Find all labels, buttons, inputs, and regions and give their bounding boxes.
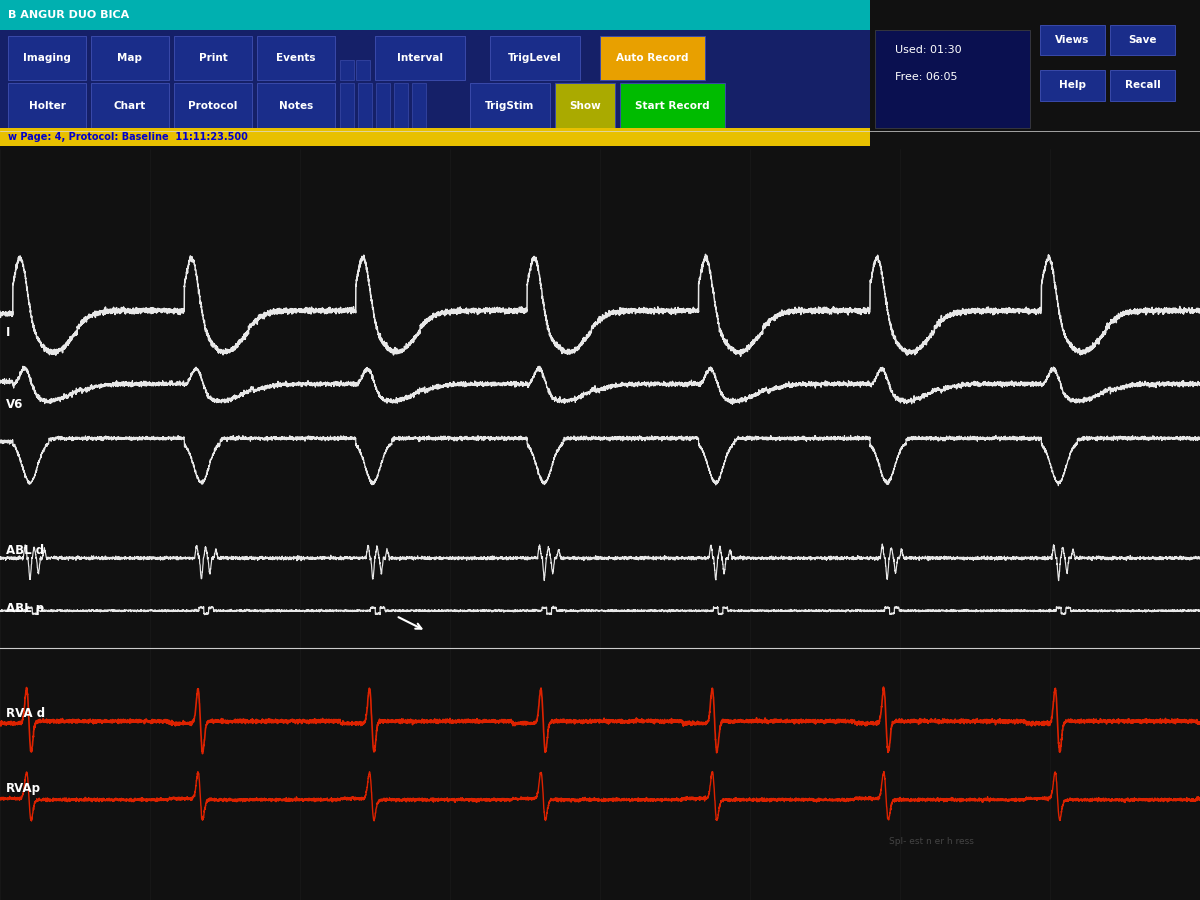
Bar bbox=[470, 84, 550, 128]
Text: Spl- est n er h ress: Spl- est n er h ress bbox=[889, 837, 974, 846]
Bar bbox=[257, 84, 335, 128]
Bar bbox=[8, 36, 86, 80]
Bar bbox=[0, 31, 870, 130]
Bar bbox=[1110, 25, 1175, 55]
Text: Show: Show bbox=[569, 101, 601, 111]
Bar bbox=[340, 60, 354, 80]
Text: Holter: Holter bbox=[29, 101, 66, 111]
Text: Save: Save bbox=[1128, 35, 1157, 45]
Text: Recall: Recall bbox=[1124, 80, 1160, 91]
Bar bbox=[376, 84, 390, 128]
Text: Notes: Notes bbox=[278, 101, 313, 111]
Text: V6: V6 bbox=[6, 398, 23, 410]
Bar bbox=[257, 36, 335, 80]
Bar bbox=[600, 36, 706, 80]
Text: RVAp: RVAp bbox=[6, 782, 41, 796]
Bar bbox=[374, 36, 466, 80]
Bar bbox=[91, 84, 169, 128]
Bar bbox=[91, 36, 169, 80]
Text: RVA d: RVA d bbox=[6, 707, 46, 720]
Text: Used: 01:30: Used: 01:30 bbox=[895, 45, 961, 55]
Bar bbox=[358, 84, 372, 128]
Text: Free: 06:05: Free: 06:05 bbox=[895, 72, 958, 83]
Text: TrigLevel: TrigLevel bbox=[508, 53, 562, 63]
Bar bbox=[412, 84, 426, 128]
Bar bbox=[356, 60, 370, 80]
Bar bbox=[875, 31, 1030, 128]
Text: Events: Events bbox=[276, 53, 316, 63]
Text: Print: Print bbox=[199, 53, 227, 63]
Bar bbox=[490, 36, 580, 80]
Bar bbox=[0, 128, 870, 146]
Text: Start Record: Start Record bbox=[635, 101, 710, 111]
Text: B ANGUR DUO BICA: B ANGUR DUO BICA bbox=[8, 10, 130, 20]
Text: Map: Map bbox=[118, 53, 143, 63]
Bar bbox=[340, 84, 354, 128]
Bar bbox=[1040, 70, 1105, 101]
Text: Protocol: Protocol bbox=[188, 101, 238, 111]
Bar bbox=[620, 84, 725, 128]
Text: Views: Views bbox=[1055, 35, 1090, 45]
Text: w Page: 4, Protocol: Baseline  11:11:23.500: w Page: 4, Protocol: Baseline 11:11:23.5… bbox=[8, 131, 248, 142]
Bar bbox=[8, 84, 86, 128]
Bar bbox=[174, 84, 252, 128]
Text: Help: Help bbox=[1060, 80, 1086, 91]
Text: I: I bbox=[6, 326, 11, 339]
Bar bbox=[554, 84, 616, 128]
Text: ABL p: ABL p bbox=[6, 602, 44, 615]
Text: Imaging: Imaging bbox=[23, 53, 71, 63]
Bar bbox=[394, 84, 408, 128]
Text: Chart: Chart bbox=[114, 101, 146, 111]
Bar bbox=[0, 0, 870, 31]
Text: Auto Record: Auto Record bbox=[617, 53, 689, 63]
Bar bbox=[1110, 70, 1175, 101]
Text: ABL d: ABL d bbox=[6, 544, 44, 557]
Bar bbox=[174, 36, 252, 80]
Text: TrigStim: TrigStim bbox=[485, 101, 535, 111]
Bar bbox=[1040, 25, 1105, 55]
Text: Interval: Interval bbox=[397, 53, 443, 63]
